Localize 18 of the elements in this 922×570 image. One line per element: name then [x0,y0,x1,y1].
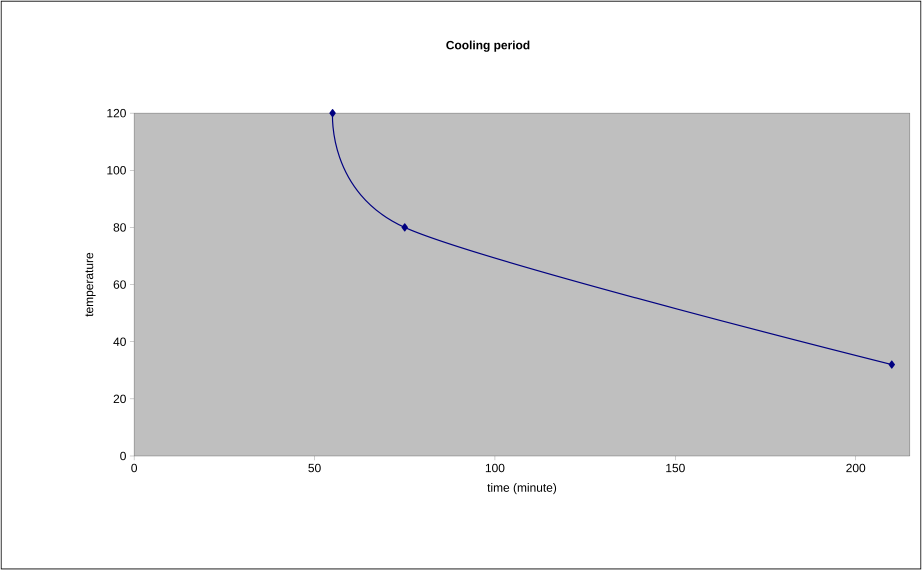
y-tick-label: 20 [114,394,126,404]
point [888,360,896,369]
y-tick-label: 0 [120,452,126,460]
y-tick-label: 80 [114,223,126,232]
x-axis-title: time (minute) [487,483,556,494]
chart-title: Cooling period [446,40,530,52]
x-tick-label: 50 [308,464,321,472]
x-tick-label: 0 [131,464,138,472]
x-tick-label: 100 [486,464,504,472]
y-axis-title: temperature [85,252,96,317]
x-tick-label: 150 [666,464,685,472]
x-tick-label: 200 [846,464,866,472]
point [329,108,336,118]
y-tick-label: 100 [107,166,126,174]
y-tick-label: 120 [107,108,126,118]
point [402,223,408,232]
y-tick-label: 40 [113,337,126,346]
y-tick-label: 60 [114,280,126,289]
